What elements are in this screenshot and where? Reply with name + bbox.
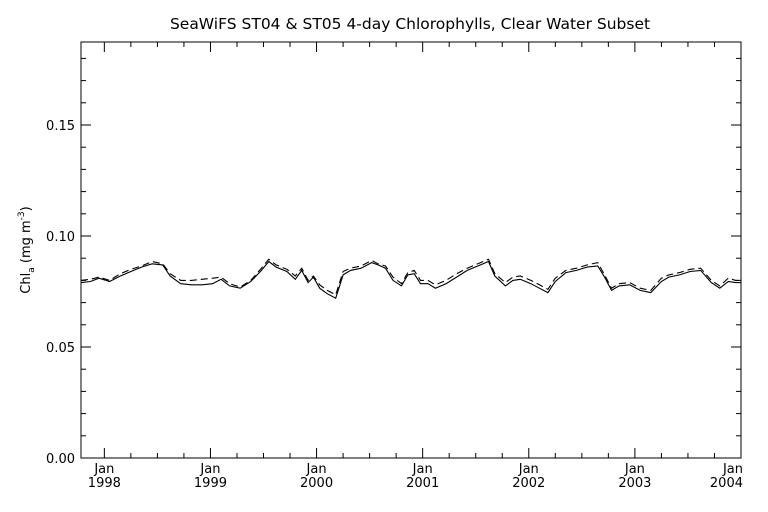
y-axis-label-unit-open: (mg m [19, 220, 34, 267]
y-tick-label: 0.00 [46, 452, 75, 467]
y-axis: 0.00 0.05 0.10 0.15 [46, 57, 741, 467]
x-axis: Jan1998Jan1999Jan2000Jan2001Jan2002Jan20… [88, 42, 743, 491]
x-tick-label-month: Jan [624, 462, 645, 477]
x-tick-label-year: 2004 [710, 476, 743, 491]
y-axis-label-main: Chl [19, 273, 34, 294]
y-tick-label: 0.05 [46, 341, 75, 356]
x-tick-label-month: Jan [518, 462, 539, 477]
x-tick-label-year: 2000 [300, 476, 333, 491]
y-tick-label: 0.10 [46, 230, 75, 245]
x-tick-label-month: Jan [199, 462, 220, 477]
x-tick-label-month: Jan [306, 462, 327, 477]
series-lines [80, 258, 741, 299]
y-axis-label-sub: a [27, 267, 37, 273]
plot-frame [80, 41, 742, 459]
x-tick-label-year: 2001 [406, 476, 439, 491]
y-axis-label: Chla (mg m-3) [17, 206, 37, 293]
x-tick-label-month: Jan [93, 462, 114, 477]
x-tick-label-year: 2002 [512, 476, 545, 491]
y-tick-label: 0.15 [46, 119, 75, 134]
y-axis-label-unit-sup: -3 [17, 211, 27, 220]
y-axis-label-unit-close: ) [19, 206, 34, 211]
series-line-solid [80, 260, 741, 299]
x-tick-label-year: 2003 [618, 476, 651, 491]
x-tick-label-month: Jan [722, 462, 743, 477]
x-tick-label-year: 1999 [194, 476, 227, 491]
series-line-dashed [80, 258, 741, 296]
x-tick-label-month: Jan [412, 462, 433, 477]
x-tick-label-year: 1998 [88, 476, 121, 491]
chart-title: SeaWiFS ST04 & ST05 4-day Chlorophylls, … [170, 15, 650, 33]
